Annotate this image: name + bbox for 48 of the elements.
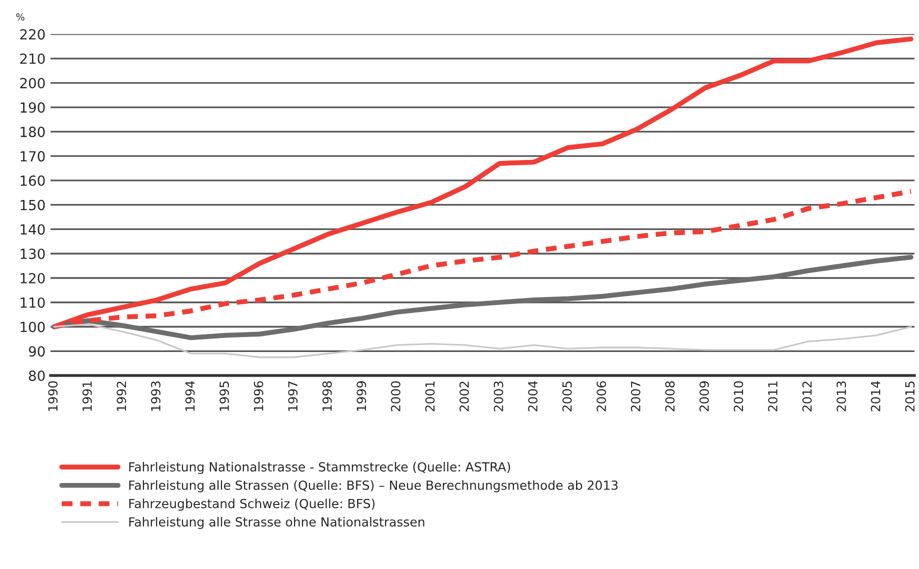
x-tick-label: 2014 [870,381,880,412]
x-tick-label: 1990 [48,381,58,411]
y-tick-label: 140 [20,224,45,235]
y-tick-label: 210 [20,53,45,64]
legend-label: Fahrleistung Nationalstrasse - Stammstrecke (Quelle: ASTRA) [129,462,510,474]
y-tick-label: 150 [20,200,45,210]
x-tick-label: 2002 [460,382,469,412]
y-tick-label: 130 [20,248,45,260]
x-tick-label: 2006 [596,381,606,412]
x-tick-label: 1995 [220,381,229,411]
y-tick-label: 100 [20,322,45,332]
y-tick-label: 120 [20,272,45,284]
x-tick-label: 2000 [390,381,400,412]
legend-label: Fahrzeugbestand Schweiz (Quelle: BFS) [129,498,375,511]
x-tick-label: 2013 [836,381,846,412]
y-tick-label: 200 [20,78,45,88]
y-tick-label: 190 [20,102,45,113]
line-series [53,323,912,358]
line-series [52,254,914,340]
x-tick-label: 2007 [630,381,640,412]
legend-label: Fahrleistung alle Strasse ohne Nationalstrassen [129,516,424,530]
x-tick-label: 2010 [734,381,744,412]
x-tick-label: 1994 [185,381,195,411]
x-tick-label: 1993 [150,381,160,411]
y-tick-label: 110 [20,297,45,308]
y-tick-label: 170 [20,151,45,162]
x-tick-label: 2003 [494,381,504,412]
y-tick-label: 160 [20,175,45,186]
y-tick-label: 90 [28,346,45,357]
x-tick-label: 1997 [288,381,298,411]
y-tick-label: 180 [20,126,45,138]
x-tick-label: 2004 [528,381,538,412]
x-tick-label: 2015 [905,381,915,412]
y-tick-label: 220 [20,29,45,40]
legend-label: Fahrleistung alle Strassen (Quelle: BFS) – Neue Berechnungsmethode ab 2013 [129,480,618,492]
x-tick-label: 1998 [322,381,332,411]
x-tick-label: 2012 [802,382,812,412]
x-tick-label: 2001 [425,382,435,412]
x-tick-label: 1991 [82,382,92,411]
x-tick-label: 2005 [562,381,572,412]
x-tick-label: 1999 [356,381,366,411]
x-tick-label: 2009 [699,381,709,412]
x-tick-label: 2011 [768,382,778,412]
x-tick-label: 2008 [665,381,675,412]
x-tick-label: 1992 [116,382,126,411]
y-axis-title: % [16,13,24,21]
y-tick-label: 80 [28,370,45,382]
x-tick-label: 1996 [254,381,264,411]
